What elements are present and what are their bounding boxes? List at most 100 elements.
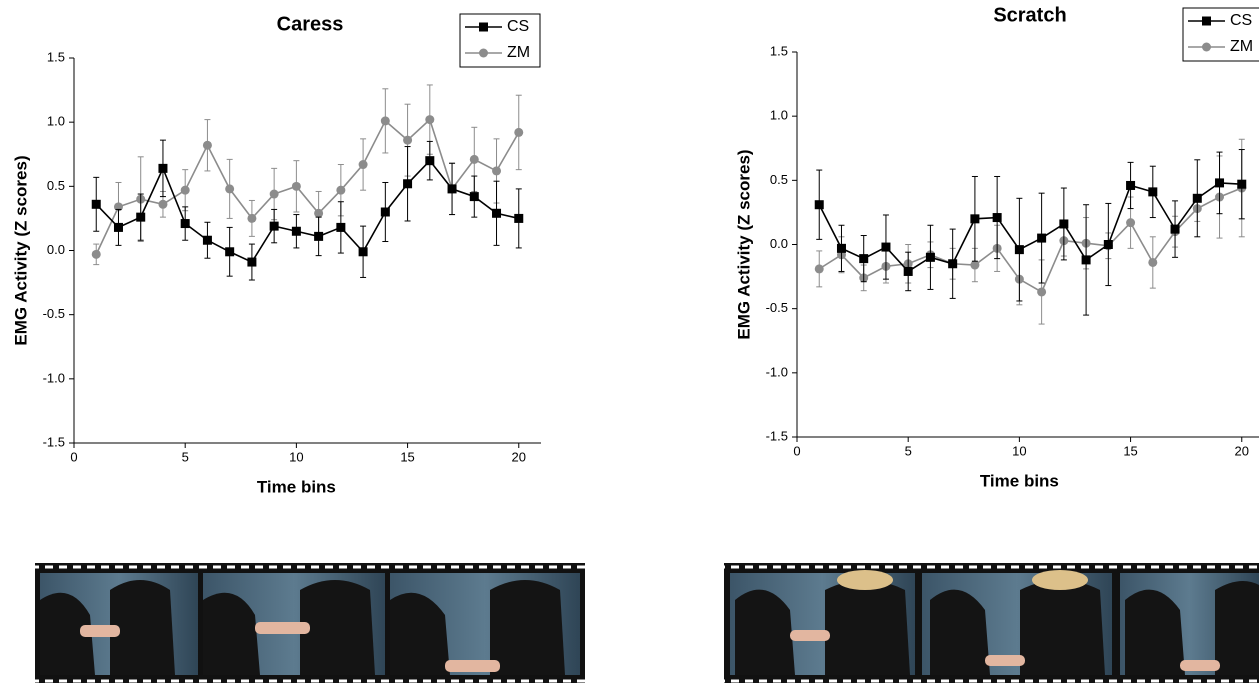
marker: [314, 209, 323, 218]
marker: [270, 222, 279, 231]
x-tick-label: 10: [1012, 443, 1026, 458]
marker: [336, 223, 345, 232]
marker: [514, 214, 523, 223]
y-tick-label: -0.5: [766, 300, 788, 315]
y-tick-label: 0.5: [770, 172, 788, 187]
marker: [181, 219, 190, 228]
y-tick-label: 0.0: [47, 242, 65, 257]
legend-marker: [1202, 17, 1211, 26]
marker: [1215, 178, 1224, 187]
marker: [336, 186, 345, 195]
y-tick-label: -1.5: [766, 428, 788, 443]
marker: [1237, 180, 1246, 189]
marker: [881, 243, 890, 252]
marker: [970, 214, 979, 223]
y-tick-label: 1.0: [770, 108, 788, 123]
y-axis-label: EMG Activity (Z scores): [11, 155, 30, 345]
series-line: [96, 161, 519, 262]
marker: [492, 209, 501, 218]
marker: [815, 200, 824, 209]
x-tick-label: 15: [1123, 443, 1137, 458]
series-line: [819, 188, 1242, 292]
marker: [1148, 258, 1157, 267]
marker: [948, 259, 957, 268]
marker: [448, 184, 457, 193]
marker: [1037, 287, 1046, 296]
marker: [1171, 225, 1180, 234]
marker: [970, 261, 979, 270]
x-tick-label: 0: [70, 449, 77, 464]
legend-marker: [479, 49, 488, 58]
x-tick-label: 5: [905, 443, 912, 458]
chart-title: Scratch: [993, 4, 1066, 26]
marker: [314, 232, 323, 241]
y-tick-label: 1.5: [47, 49, 65, 64]
marker: [359, 247, 368, 256]
marker: [470, 155, 479, 164]
marker: [381, 208, 390, 217]
x-tick-label: 20: [1235, 443, 1249, 458]
marker: [247, 258, 256, 267]
marker: [1059, 219, 1068, 228]
film-strip-right: [724, 563, 1259, 683]
legend-label: CS: [1230, 12, 1252, 29]
x-axis-label: Time bins: [257, 477, 336, 496]
marker: [1126, 218, 1135, 227]
x-tick-label: 0: [793, 443, 800, 458]
marker: [270, 190, 279, 199]
marker: [247, 214, 256, 223]
y-tick-label: 1.5: [770, 43, 788, 58]
marker: [158, 164, 167, 173]
marker: [470, 192, 479, 201]
x-axis-label: Time bins: [980, 471, 1059, 490]
marker: [904, 267, 913, 276]
legend-label: CS: [507, 18, 529, 35]
marker: [1104, 240, 1113, 249]
marker: [1126, 181, 1135, 190]
y-tick-label: 0.5: [47, 178, 65, 193]
marker: [1037, 234, 1046, 243]
marker: [1015, 245, 1024, 254]
y-tick-label: 1.0: [47, 114, 65, 129]
y-tick-label: 0.0: [770, 236, 788, 251]
marker: [114, 223, 123, 232]
marker: [403, 136, 412, 145]
marker: [837, 244, 846, 253]
marker: [92, 250, 101, 259]
marker: [425, 115, 434, 124]
chart-title: Caress: [277, 13, 344, 35]
x-tick-label: 5: [182, 449, 189, 464]
y-tick-label: -1.0: [43, 370, 65, 385]
marker: [225, 247, 234, 256]
film-strip-left: [35, 563, 585, 683]
marker: [181, 186, 190, 195]
y-tick-label: -1.5: [43, 434, 65, 449]
marker: [1193, 194, 1202, 203]
marker: [359, 160, 368, 169]
marker: [292, 227, 301, 236]
legend-label: ZM: [507, 44, 530, 61]
marker: [993, 213, 1002, 222]
marker: [158, 200, 167, 209]
marker: [514, 128, 523, 137]
marker: [136, 213, 145, 222]
x-tick-label: 10: [289, 449, 303, 464]
marker: [381, 116, 390, 125]
marker: [1148, 187, 1157, 196]
marker: [203, 236, 212, 245]
legend-marker: [1202, 43, 1211, 52]
marker: [492, 166, 501, 175]
legend-label: ZM: [1230, 38, 1253, 55]
marker: [425, 156, 434, 165]
marker: [403, 179, 412, 188]
marker: [926, 253, 935, 262]
marker: [292, 182, 301, 191]
marker: [203, 141, 212, 150]
y-tick-label: -1.0: [766, 364, 788, 379]
chart: Caress Time bins EMG Activity (Z scores) -1…: [11, 13, 541, 496]
page: Caress Time bins EMG Activity (Z scores) -1…: [0, 0, 1259, 683]
x-tick-label: 15: [400, 449, 414, 464]
marker: [225, 184, 234, 193]
x-tick-label: 20: [512, 449, 526, 464]
